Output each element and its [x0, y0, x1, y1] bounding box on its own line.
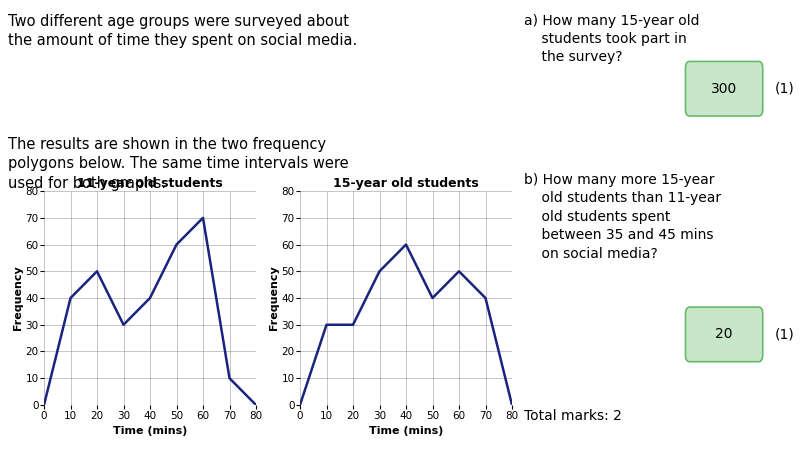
Text: Two different age groups were surveyed about
the amount of time they spent on so: Two different age groups were surveyed a…: [8, 14, 357, 48]
Text: 20: 20: [715, 328, 733, 341]
X-axis label: Time (mins): Time (mins): [113, 426, 187, 436]
Text: The results are shown in the two frequency
polygons below. The same time interva: The results are shown in the two frequen…: [8, 136, 348, 191]
Y-axis label: Frequency: Frequency: [269, 266, 278, 330]
Y-axis label: Frequency: Frequency: [13, 266, 22, 330]
Text: a) How many 15-year old
    students took part in
    the survey?: a) How many 15-year old students took pa…: [524, 14, 699, 65]
Text: (1): (1): [775, 82, 795, 96]
Text: (1): (1): [775, 328, 795, 341]
Title: 11-year old students: 11-year old students: [77, 177, 223, 190]
Title: 15-year old students: 15-year old students: [333, 177, 479, 190]
FancyBboxPatch shape: [686, 61, 762, 116]
Text: b) How many more 15-year
    old students than 11-year
    old students spent
  : b) How many more 15-year old students th…: [524, 173, 721, 261]
FancyBboxPatch shape: [686, 307, 762, 362]
X-axis label: Time (mins): Time (mins): [369, 426, 443, 436]
Text: 300: 300: [711, 82, 738, 96]
Text: Total marks: 2: Total marks: 2: [524, 410, 622, 424]
